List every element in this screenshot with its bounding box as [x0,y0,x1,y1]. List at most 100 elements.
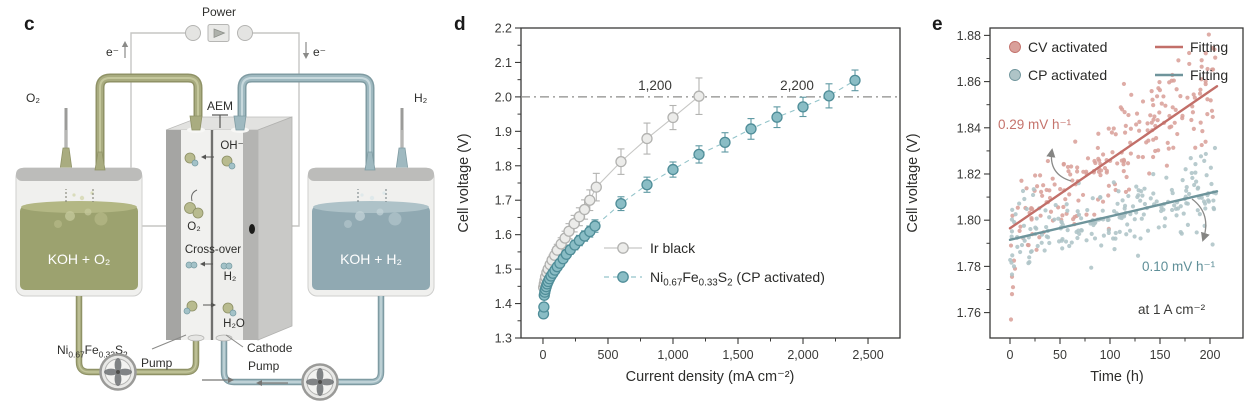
power-label: Power [202,5,236,19]
x-axis-label-e: Time (h) [1090,369,1143,385]
chart-d-layer: 0 500 1,000 1,500 2,000 2,500 1.3 1.4 1.5 1.6 1.7 1… [495,22,901,362]
anode-leader-line [151,334,187,350]
pump-right-label: Pump [248,359,280,373]
svg-text:1,500: 1,500 [722,348,753,362]
tank-port-right [364,151,376,171]
catholyte-tank: KOH + H₂ [307,151,435,297]
svg-text:1.76: 1.76 [957,306,981,320]
svg-text:1.86: 1.86 [957,75,981,89]
data-point [667,111,679,124]
svg-text:1.4: 1.4 [495,297,512,311]
legend-fitting-label: Fitting [1190,39,1228,55]
aem-pointer [212,114,228,128]
anolyte-tank: KOH + O₂ [15,151,143,297]
data-point [563,225,575,237]
data-point [719,136,731,149]
data-point [641,132,653,145]
tank-port-left [94,151,106,171]
data-point [641,179,653,191]
cathode-leader-line [225,334,244,348]
svg-text:1.80: 1.80 [957,214,981,228]
anolyte-return-tube [75,296,200,376]
data-point [771,111,783,123]
annotation-1200: 1,200 [638,78,672,93]
svg-text:1,000: 1,000 [657,348,688,362]
anolyte-tank-label: KOH + O₂ [48,251,111,267]
data-point [823,90,835,102]
chart-e-stability: e 0 50 100 150 200 1.76 1.78 1.80 1.82 1.84 1.86 1.… [905,14,1244,385]
o2-outlet-needle [59,108,73,171]
svg-text:1.9: 1.9 [495,125,512,139]
data-point [615,155,627,168]
x-axis-label-d: Current density (mA cm⁻²) [626,369,795,385]
svg-text:0: 0 [1007,348,1014,362]
hydroxide-label: OH⁻ [220,140,243,152]
svg-text:50: 50 [1053,348,1067,362]
data-point [667,163,679,176]
data-point [849,74,861,87]
legend-label: CP activated [1028,67,1107,83]
h2-outlet-needle [395,108,409,171]
legend-e: CV activated Fitting CP activated Fitting [1009,39,1228,83]
panel-c-diagram: c Power e⁻ e⁻ [15,5,435,401]
catholyte-tank-label: KOH + H₂ [340,251,402,267]
y-axis-label-e: Cell voltage (V) [905,133,921,232]
cathode-label: Cathode [247,341,293,355]
flow-left-arrow-icon [256,380,288,386]
hydrogen-label: H₂ [224,271,237,283]
svg-text:150: 150 [1150,348,1171,362]
svg-text:1.88: 1.88 [957,29,981,43]
fit-line-cp [1008,190,1219,242]
data-point [589,220,601,232]
legend-d: Ir black Ni0.67Fe0.33S2 (CP activated) [604,240,825,288]
oxygen-label: O₂ [187,221,200,233]
panel-e-letter: e [932,14,943,35]
slope-label-cp: 0.10 mV h⁻¹ [1142,259,1216,274]
legend-label: CV activated [1028,39,1107,55]
slope-arrow-cv [1046,148,1072,182]
o2-gas-label: O₂ [26,91,40,105]
chart-d-polarization: d 0 500 1,000 1,500 2,000 2,500 1.3 1.4 1.5 1.6 1.… [454,14,901,385]
data-point [745,123,757,135]
pump-left-icon [99,353,137,391]
svg-text:1.82: 1.82 [957,167,981,181]
electron-down-arrow-icon [302,42,310,59]
svg-text:100: 100 [1100,348,1121,362]
data-point [538,301,550,313]
h2-gas-label: H₂ [414,91,428,105]
oxygen-bubble [184,189,204,219]
svg-text:1.3: 1.3 [495,332,512,346]
svg-text:1.8: 1.8 [495,159,512,173]
svg-text:1.5: 1.5 [495,263,512,277]
svg-text:2,500: 2,500 [852,348,883,362]
legend-label: Ni0.67Fe0.33S2 (CP activated) [650,269,825,289]
electron-up-arrow-icon [121,41,129,58]
data-point [797,101,809,113]
oh-transport [184,152,236,170]
data-point [693,148,705,161]
svg-text:200: 200 [1200,348,1221,362]
flow-right-arrow-icon [202,377,234,383]
svg-text:1.6: 1.6 [495,228,512,242]
condition-note: at 1 A cm⁻² [1138,302,1206,317]
hydrogen-crossover [185,261,233,270]
water-label: H₂O [223,318,245,330]
axes: 0 500 1,000 1,500 2,000 2,500 1.3 1.4 1.5 1.6 1.7 1… [495,22,901,362]
anolyte-pipe [95,73,203,172]
data-point [578,203,591,216]
chart-e-layer: 0 50 100 150 200 1.76 1.78 1.80 1.82 1.84 1.86 1.88… [957,27,1244,362]
panel-d-letter: d [454,14,466,35]
svg-text:1.84: 1.84 [957,121,981,135]
catholyte-pipe [237,73,375,172]
scatter-cp [1008,145,1218,277]
aem-label: AEM [207,99,233,113]
water-transport [183,300,237,317]
fit-line-cv [1008,85,1219,230]
y-axis-label-d: Cell voltage (V) [456,133,472,232]
data-point [615,198,627,210]
cell-contact [249,224,255,234]
pump-right-icon [301,363,339,401]
pump-left-label: Pump [141,356,173,370]
electron-left-label: e⁻ [106,45,119,59]
